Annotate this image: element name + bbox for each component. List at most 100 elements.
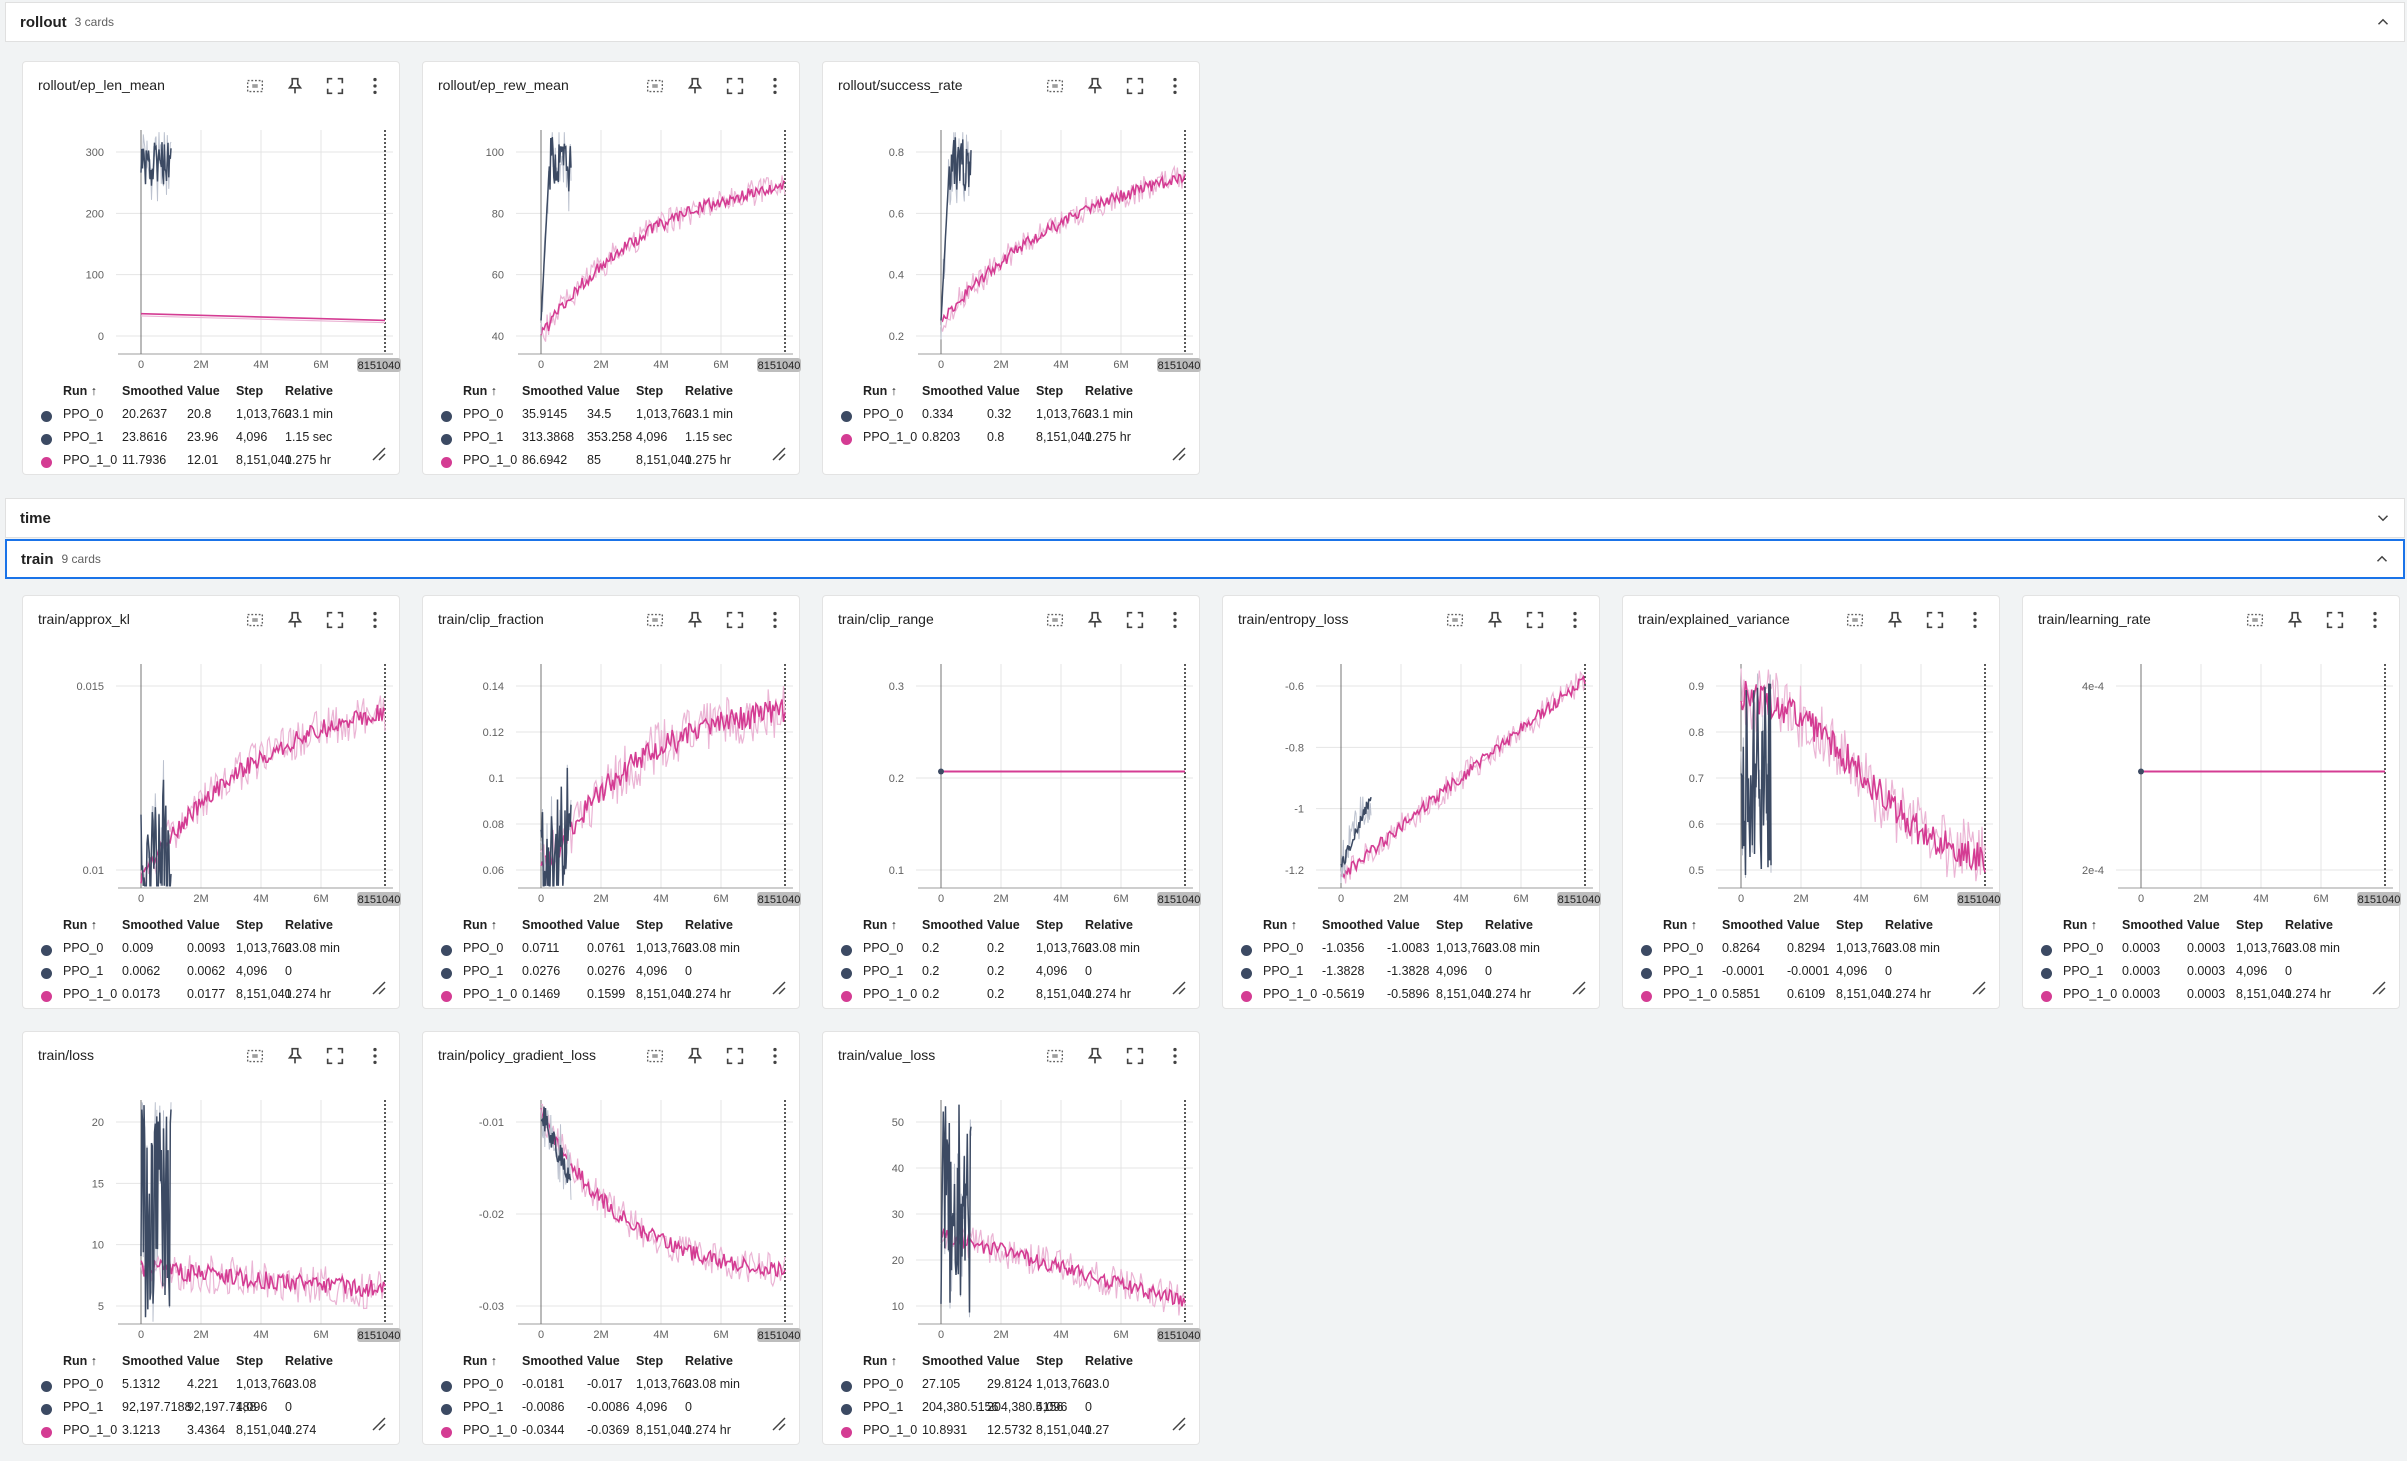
fullscreen-icon[interactable]: [1521, 607, 1549, 633]
more-vert-icon[interactable]: [1161, 73, 1189, 99]
fit-domain-icon[interactable]: [241, 1043, 269, 1069]
fit-domain-icon[interactable]: [1041, 1043, 1069, 1069]
pin-icon[interactable]: [2281, 607, 2309, 633]
chart-plot[interactable]: 0.3 0.2 0.1 0 2M 4M 6M 8151040: [823, 636, 1201, 918]
pin-icon[interactable]: [281, 73, 309, 99]
chart-plot[interactable]: 4e-4 2e-4 0 2M 4M 6M 8151040: [2023, 636, 2401, 918]
chevron-up-icon[interactable]: [2373, 550, 2391, 568]
fullscreen-icon[interactable]: [321, 1043, 349, 1069]
fit-domain-icon[interactable]: [241, 73, 269, 99]
fullscreen-icon[interactable]: [1121, 607, 1149, 633]
resize-handle-icon[interactable]: [371, 980, 387, 996]
more-vert-icon[interactable]: [1561, 607, 1589, 633]
chart-plot[interactable]: 50 40 30 20 10 0 2M 4M 6M 8151040: [823, 1072, 1201, 1354]
column-header-run[interactable]: Run ↑: [63, 1354, 98, 1368]
more-vert-icon[interactable]: [761, 607, 789, 633]
relative-time: 23.1 min: [1085, 407, 1133, 421]
resize-handle-icon[interactable]: [771, 980, 787, 996]
run-color-dot: [841, 1427, 852, 1438]
fullscreen-icon[interactable]: [2321, 607, 2349, 633]
pin-icon[interactable]: [681, 1043, 709, 1069]
pin-icon[interactable]: [281, 607, 309, 633]
pin-icon[interactable]: [1481, 607, 1509, 633]
pin-icon[interactable]: [1881, 607, 1909, 633]
chart-plot[interactable]: 100 80 60 40 0 2M 4M 6M 8151040: [423, 102, 801, 384]
more-vert-icon[interactable]: [361, 1043, 389, 1069]
fullscreen-icon[interactable]: [321, 607, 349, 633]
fit-domain-icon[interactable]: [1841, 607, 1869, 633]
x-tick-label: 0: [538, 359, 544, 371]
chevron-down-icon[interactable]: [2374, 509, 2392, 527]
chart-plot[interactable]: 300 200 100 0 0 2M 4M 6M 8151040: [23, 102, 401, 384]
pin-icon[interactable]: [1081, 1043, 1109, 1069]
section-header-time[interactable]: time: [5, 498, 2405, 538]
more-vert-icon[interactable]: [361, 73, 389, 99]
more-vert-icon[interactable]: [1161, 607, 1189, 633]
run-name: PPO_1_0: [63, 987, 118, 1001]
more-vert-icon[interactable]: [761, 73, 789, 99]
resize-handle-icon[interactable]: [1171, 1416, 1187, 1432]
resize-handle-icon[interactable]: [1971, 980, 1987, 996]
section-header-train[interactable]: train 9 cards: [5, 539, 2405, 579]
run-color-dot: [841, 411, 852, 422]
more-vert-icon[interactable]: [1961, 607, 1989, 633]
column-header-run[interactable]: Run ↑: [1263, 918, 1298, 932]
resize-handle-icon[interactable]: [371, 446, 387, 462]
fullscreen-icon[interactable]: [721, 607, 749, 633]
chart-plot[interactable]: 0.8 0.6 0.4 0.2 0 2M 4M 6M 8151040: [823, 102, 1201, 384]
chevron-up-icon[interactable]: [2374, 13, 2392, 31]
more-vert-icon[interactable]: [1161, 1043, 1189, 1069]
column-header-run[interactable]: Run ↑: [1663, 918, 1698, 932]
fit-domain-icon[interactable]: [2241, 607, 2269, 633]
resize-handle-icon[interactable]: [1571, 980, 1587, 996]
resize-handle-icon[interactable]: [771, 1416, 787, 1432]
more-vert-icon[interactable]: [761, 1043, 789, 1069]
column-header-run[interactable]: Run ↑: [863, 384, 898, 398]
fit-domain-icon[interactable]: [1441, 607, 1469, 633]
section-header-rollout[interactable]: rollout 3 cards: [5, 2, 2405, 42]
fit-domain-icon[interactable]: [1041, 607, 1069, 633]
column-header-run[interactable]: Run ↑: [463, 384, 498, 398]
chart-plot[interactable]: 0.015 0.01 0 2M 4M 6M 8151040: [23, 636, 401, 918]
column-header-run[interactable]: Run ↑: [63, 918, 98, 932]
column-header-run[interactable]: Run ↑: [463, 1354, 498, 1368]
fullscreen-icon[interactable]: [1121, 1043, 1149, 1069]
chart-plot[interactable]: -0.6 -0.8 -1 -1.2 0 2M 4M 6M 8151040: [1223, 636, 1601, 918]
pin-icon[interactable]: [1081, 607, 1109, 633]
fit-domain-icon[interactable]: [641, 73, 669, 99]
pin-icon[interactable]: [681, 607, 709, 633]
fit-domain-icon[interactable]: [641, 607, 669, 633]
resize-handle-icon[interactable]: [1171, 980, 1187, 996]
pin-icon[interactable]: [681, 73, 709, 99]
more-vert-icon[interactable]: [2361, 607, 2389, 633]
chart-plot[interactable]: 0.14 0.12 0.1 0.08 0.06 0 2M 4M 6M 8151040: [423, 636, 801, 918]
fullscreen-icon[interactable]: [321, 73, 349, 99]
chart-plot[interactable]: -0.01 -0.02 -0.03 0 2M 4M 6M 8151040: [423, 1072, 801, 1354]
fullscreen-icon[interactable]: [1921, 607, 1949, 633]
column-header-run[interactable]: Run ↑: [863, 1354, 898, 1368]
column-header-run[interactable]: Run ↑: [63, 384, 98, 398]
scalar-card: train/clip_range 0.3 0.2 0.1 0 2M 4M 6M 8151040 R…: [822, 595, 1201, 1009]
column-header-run[interactable]: Run ↑: [863, 918, 898, 932]
resize-handle-icon[interactable]: [771, 446, 787, 462]
resize-handle-icon[interactable]: [1171, 446, 1187, 462]
pin-icon[interactable]: [281, 1043, 309, 1069]
fit-domain-icon[interactable]: [1041, 73, 1069, 99]
resize-handle-icon[interactable]: [2371, 980, 2387, 996]
pin-icon[interactable]: [1081, 73, 1109, 99]
fit-domain-icon[interactable]: [641, 1043, 669, 1069]
column-header-run[interactable]: Run ↑: [2063, 918, 2098, 932]
x-tick-label: 6M: [713, 1329, 728, 1341]
fit-domain-icon[interactable]: [241, 607, 269, 633]
column-header-relative: Relative: [2285, 918, 2333, 932]
x-end-badge: [1157, 358, 1201, 372]
fullscreen-icon[interactable]: [1121, 73, 1149, 99]
resize-handle-icon[interactable]: [371, 1416, 387, 1432]
fullscreen-icon[interactable]: [721, 1043, 749, 1069]
chart-plot[interactable]: 0.9 0.8 0.7 0.6 0.5 0 2M 4M 6M 8151040: [1623, 636, 2001, 918]
fullscreen-icon[interactable]: [721, 73, 749, 99]
chart-plot[interactable]: 20 15 10 5 0 2M 4M 6M 8151040: [23, 1072, 401, 1354]
more-vert-icon[interactable]: [361, 607, 389, 633]
column-header-run[interactable]: Run ↑: [463, 918, 498, 932]
table-row: PPO_0 -0.0181 -0.017 1,013,760 23.08 min: [423, 1377, 801, 1397]
